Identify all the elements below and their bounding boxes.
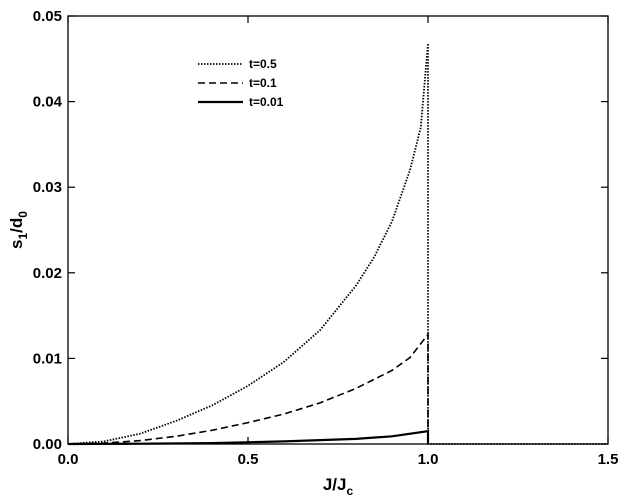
ticks-layer: 0.0 0.5 1.0 1.5 0.00 0.01 0.02 0.03 0.04 0.05 (33, 8, 619, 468)
legend-label: t=0.01 (249, 95, 284, 109)
x-tick-label: 0.0 (58, 451, 79, 468)
x-tick-label: 1.5 (598, 451, 619, 468)
legend-label: t=0.5 (249, 57, 277, 71)
plot-frame (67, 15, 609, 445)
series-line-t-0-5 (67, 43, 608, 445)
x-axis-label-sub: c (346, 484, 353, 498)
series-line-t-0-1 (67, 332, 429, 445)
x-tick-label: 1.0 (418, 451, 439, 468)
x-axis-label-main: J/J (323, 475, 347, 494)
series-line-t-0-01 (67, 429, 430, 446)
y-axis-label: s1/d0 (7, 211, 30, 249)
y-tick-label: 0.00 (33, 436, 62, 453)
legend: t=0.5 t=0.1 t=0.01 (198, 57, 284, 109)
y-tick-label: 0.04 (33, 94, 63, 111)
y-tick-label: 0.03 (33, 179, 62, 196)
y-axis-label-sub2: 0 (16, 211, 30, 218)
y-tick-label: 0.01 (33, 350, 62, 367)
legend-label: t=0.1 (249, 76, 277, 90)
y-tick-label: 0.02 (33, 265, 62, 282)
y-axis-label-part2: /d (7, 218, 26, 233)
x-tick-label: 0.5 (238, 451, 259, 468)
y-axis-label-part1: s (7, 240, 26, 249)
y-tick-label: 0.05 (33, 8, 62, 25)
x-axis-label: J/Jc (323, 475, 354, 498)
series-layer (67, 43, 608, 446)
y-axis-label-sub1: 1 (16, 233, 30, 240)
